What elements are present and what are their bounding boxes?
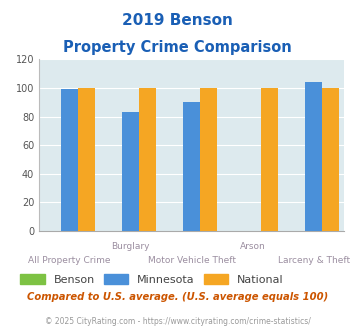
Legend: Benson, Minnesota, National: Benson, Minnesota, National <box>20 274 283 285</box>
Text: Compared to U.S. average. (U.S. average equals 100): Compared to U.S. average. (U.S. average … <box>27 292 328 302</box>
Bar <box>261 88 278 231</box>
Text: © 2025 CityRating.com - https://www.cityrating.com/crime-statistics/: © 2025 CityRating.com - https://www.city… <box>45 317 310 326</box>
Text: Arson: Arson <box>240 242 266 251</box>
Bar <box>61 89 78 231</box>
Text: All Property Crime: All Property Crime <box>28 256 111 265</box>
Bar <box>122 112 139 231</box>
Text: Larceny & Theft: Larceny & Theft <box>278 256 350 265</box>
Text: Motor Vehicle Theft: Motor Vehicle Theft <box>148 256 236 265</box>
Bar <box>322 88 339 231</box>
Bar <box>183 102 200 231</box>
Text: 2019 Benson: 2019 Benson <box>122 13 233 28</box>
Bar <box>78 88 95 231</box>
Bar <box>139 88 156 231</box>
Bar <box>305 82 322 231</box>
Bar <box>200 88 217 231</box>
Text: Burglary: Burglary <box>111 242 150 251</box>
Text: Property Crime Comparison: Property Crime Comparison <box>63 40 292 54</box>
